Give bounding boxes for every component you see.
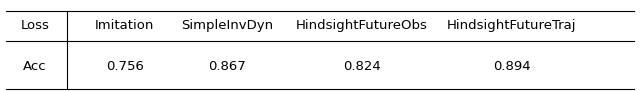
Text: 0.867: 0.867 — [209, 60, 246, 73]
Text: 0.824: 0.824 — [343, 60, 380, 73]
Text: HindsightFutureTraj: HindsightFutureTraj — [447, 19, 577, 32]
Text: 0.894: 0.894 — [493, 60, 531, 73]
Text: SimpleInvDyn: SimpleInvDyn — [181, 19, 273, 32]
Text: Imitation: Imitation — [95, 19, 154, 32]
Text: Loss: Loss — [20, 19, 50, 32]
Text: 0.756: 0.756 — [106, 60, 144, 73]
Text: Acc: Acc — [24, 60, 47, 73]
Text: HindsightFutureObs: HindsightFutureObs — [296, 19, 428, 32]
